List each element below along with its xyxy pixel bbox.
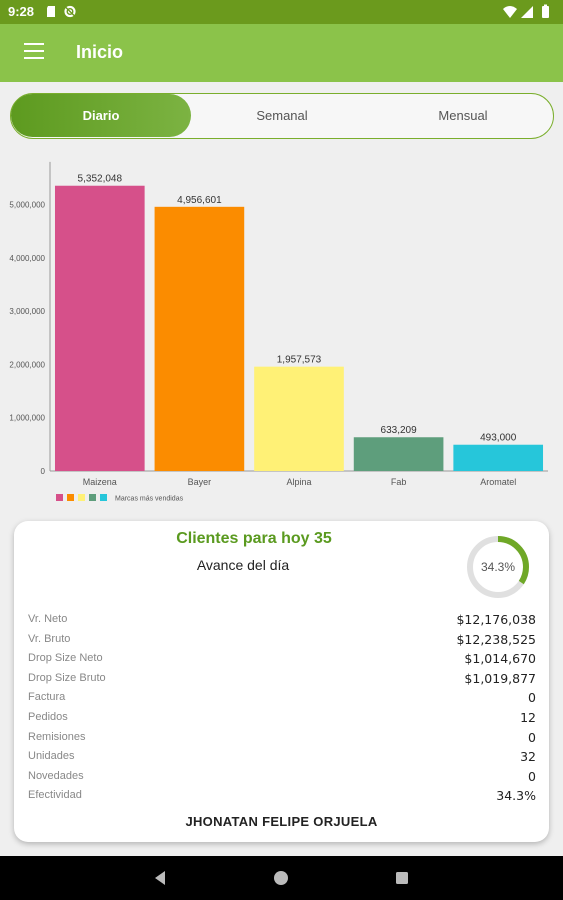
no-sync-icon: [64, 5, 76, 18]
metric-row: Factura 0: [28, 688, 536, 708]
tab-mensual[interactable]: Mensual: [438, 108, 488, 123]
y-tick-label: 5,000,000: [9, 201, 45, 210]
back-icon[interactable]: [152, 870, 168, 886]
metric-row: Vr. Bruto $12,238,525: [28, 630, 536, 650]
metric-value: 0: [528, 729, 536, 745]
storage-icon: [47, 6, 55, 17]
legend-label: Marcas más vendidas: [115, 496, 184, 503]
battery-icon: [542, 4, 549, 18]
legend-swatch: [78, 494, 85, 501]
metric-label: Remisiones: [28, 730, 86, 743]
summary-card: Clientes para hoy 35 Avance del día 34.3…: [14, 521, 549, 842]
bar: [54, 185, 145, 471]
metric-value: $12,176,038: [456, 612, 536, 627]
menu-icon[interactable]: [24, 43, 44, 59]
metric-value: 0: [528, 690, 536, 706]
bar-value-label: 5,352,048: [78, 174, 123, 185]
progress-percent: 34.3%: [480, 560, 516, 574]
metric-row: Remisiones 0: [28, 728, 536, 748]
metric-label: Vr. Bruto: [28, 632, 71, 645]
x-tick-label: Bayer: [188, 477, 212, 487]
x-tick-label: Fab: [391, 477, 407, 487]
period-tabs: Diario Semanal Mensual: [10, 93, 554, 139]
wifi-icon: [503, 6, 517, 18]
metric-row: Pedidos 12: [28, 708, 536, 728]
metric-value: 32: [520, 749, 536, 765]
metric-row: Drop Size Neto $1,014,670: [28, 649, 536, 669]
progress-ring: [467, 536, 529, 598]
metric-value: $12,238,525: [456, 631, 536, 647]
app-bar: Inicio: [0, 24, 563, 82]
metric-label: Drop Size Bruto: [28, 671, 106, 684]
metric-label: Novedades: [28, 769, 84, 782]
recents-icon[interactable]: [394, 870, 410, 886]
metric-label: Efectividad: [28, 789, 82, 802]
progress-ring-arc: [467, 536, 529, 598]
bar-value-label: 633,209: [381, 425, 418, 436]
y-tick-label: 0: [41, 467, 46, 476]
y-tick-label: 1,000,000: [9, 414, 45, 423]
metric-value: $1,019,877: [464, 670, 536, 686]
system-nav-bar: [0, 856, 563, 900]
clients-today-title: Clientes para hoy 35: [176, 530, 332, 547]
legend-swatch: [56, 494, 63, 501]
status-right-icons: [503, 4, 549, 18]
metric-label: Unidades: [28, 750, 75, 763]
user-name: JHONATAN FELIPE ORJUELA: [185, 814, 378, 829]
bar: [453, 444, 544, 471]
metric-row: Novedades 0: [28, 767, 536, 787]
status-time: 9:28: [8, 4, 35, 19]
metric-row: Drop Size Bruto $1,019,877: [28, 669, 536, 689]
metric-label: Vr. Neto: [28, 613, 68, 625]
bar: [254, 366, 344, 471]
bar: [353, 437, 444, 471]
bar-chart: 0 1,000,000 2,000,000 3,000,000 4,000,000 5,0…: [9, 161, 548, 503]
home-icon[interactable]: [273, 870, 289, 886]
status-bar: 9:28: [0, 0, 563, 24]
bar-value-label: 493,000: [480, 433, 517, 444]
metric-row: Vr. Neto $12,176,038: [28, 610, 536, 630]
metric-label: Drop Size Neto: [28, 652, 103, 665]
signal-icon: [521, 6, 533, 18]
bar-value-label: 1,957,573: [277, 355, 322, 366]
x-tick-label: Maizena: [83, 477, 117, 487]
metric-value: 0: [528, 768, 536, 784]
tab-semanal[interactable]: Semanal: [256, 108, 308, 123]
tab-diario[interactable]: Diario: [11, 94, 191, 137]
metric-value: 12: [520, 709, 536, 725]
y-tick-label: 4,000,000: [9, 254, 45, 263]
y-tick-label: 2,000,000: [9, 360, 45, 369]
metric-label: Factura: [28, 691, 66, 704]
metrics-list: Vr. Neto $12,176,038 Vr. Bruto $12,238,525…: [28, 610, 536, 806]
x-tick-label: Alpina: [286, 477, 311, 487]
metric-label: Pedidos: [28, 710, 68, 723]
page-title: Inicio: [76, 42, 124, 62]
x-tick-label: Aromatel: [480, 477, 516, 487]
legend-swatch: [89, 494, 96, 501]
legend-swatch: [67, 494, 74, 501]
bar-value-label: 4,956,601: [177, 195, 222, 206]
bar: [154, 206, 245, 471]
metric-value: 34.3%: [496, 788, 536, 804]
metric-row: Unidades 32: [28, 747, 536, 767]
metric-value: $1,014,670: [464, 651, 536, 667]
y-tick-label: 3,000,000: [9, 307, 45, 316]
metric-row: Efectividad 34.3%: [28, 786, 536, 806]
progress-subtitle: Avance del día: [196, 557, 290, 573]
legend-swatch: [100, 494, 107, 501]
